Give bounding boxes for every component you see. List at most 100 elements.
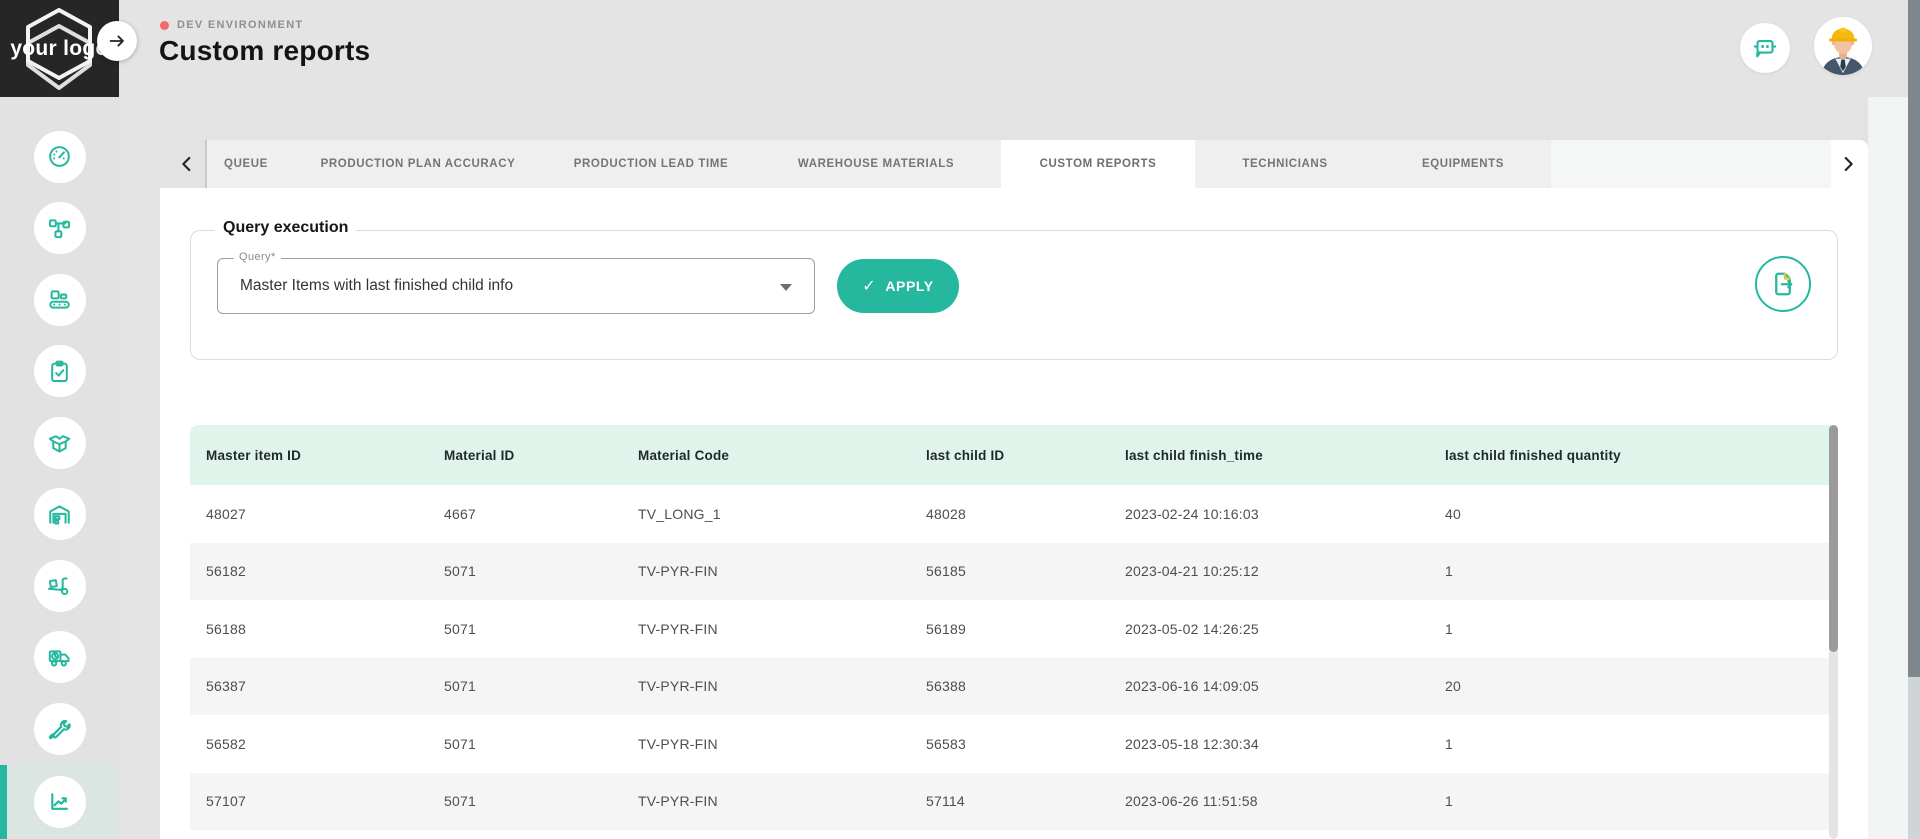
- table-header-row: Master item ID Material ID Material Code la…: [190, 425, 1838, 485]
- chevron-left-icon: [176, 153, 198, 175]
- table-row: 56582 5071 TV-PYR-FIN 56583 2023-05-18 12:30…: [190, 715, 1838, 773]
- chat-bot-icon: [1750, 33, 1780, 63]
- delivery-truck-icon: [46, 644, 73, 671]
- table-cell: 57107: [206, 793, 246, 810]
- column-header: Material Code: [638, 447, 730, 463]
- table-cell: 5071: [444, 678, 476, 695]
- table-cell: 2023-05-18 12:30:34: [1125, 735, 1259, 752]
- tab-custom-reports[interactable]: CUSTOM REPORTS: [1001, 140, 1195, 188]
- arrow-right-icon: [106, 30, 128, 52]
- analytics-icon: [46, 788, 73, 815]
- page-title: Custom reports: [159, 35, 371, 66]
- table-cell: TV-PYR-FIN: [638, 735, 718, 752]
- sidebar-item-open-box[interactable]: [0, 407, 119, 479]
- sidebar-item-warehouse[interactable]: [0, 479, 119, 551]
- environment-row: DEV ENVIRONMENT: [160, 19, 303, 31]
- table-cell: TV-PYR-FIN: [638, 563, 718, 580]
- table-cell: 56583: [926, 735, 966, 752]
- conveyor-icon: [46, 286, 73, 313]
- query-execution-section: Query execution Query* Master Items with…: [190, 219, 1838, 360]
- tab-label: EQUIPMENTS: [1421, 158, 1505, 170]
- sidebar-item-analytics[interactable]: [0, 764, 119, 839]
- tab-technicians[interactable]: TECHNICIANS: [1195, 140, 1375, 188]
- sidebar-item-conveyor[interactable]: [0, 264, 119, 336]
- column-header: Material ID: [444, 447, 515, 463]
- export-file-icon: [1768, 269, 1798, 299]
- main-panel: QUEUE PRODUCTION PLAN ACCURACY PRODUCTION …: [160, 140, 1868, 839]
- page-scrollbar-thumb[interactable]: [1908, 0, 1920, 677]
- tab-production-plan-accuracy[interactable]: PRODUCTION PLAN ACCURACY: [285, 140, 551, 188]
- table-cell: 56388: [926, 678, 966, 695]
- tab-equipments[interactable]: EQUIPMENTS: [1375, 140, 1551, 188]
- tabs-scroll-right-button[interactable]: [1836, 152, 1860, 176]
- workflow-icon: [46, 215, 73, 242]
- sidebar-item-clipboard-check[interactable]: [0, 336, 119, 408]
- export-button[interactable]: [1755, 256, 1811, 312]
- tab-label: CUSTOM REPORTS: [1039, 158, 1157, 170]
- table-cell: 4667: [444, 505, 476, 522]
- table-cell: 5071: [444, 620, 476, 637]
- tools-icon: [46, 715, 73, 742]
- sidebar-item-gauge[interactable]: [0, 121, 119, 193]
- tab-production-lead-time[interactable]: PRODUCTION LEAD TIME: [551, 140, 751, 188]
- open-box-icon: [46, 429, 73, 456]
- env-label: DEV ENVIRONMENT: [177, 19, 304, 31]
- sidebar-item-pallet-truck[interactable]: [0, 550, 119, 622]
- sidebar: [0, 97, 119, 839]
- env-status-dot: [160, 20, 169, 30]
- table-cell: 57114: [926, 793, 965, 810]
- tab-bar: QUEUE PRODUCTION PLAN ACCURACY PRODUCTION …: [205, 140, 1551, 188]
- worker-avatar-icon: [1814, 17, 1872, 75]
- sidebar-item-circle: [33, 345, 86, 398]
- table-cell: 48028: [926, 505, 966, 522]
- check-icon: ✓: [862, 278, 877, 295]
- page-scrollbar[interactable]: [1908, 0, 1920, 839]
- table-cell: TV-PYR-FIN: [638, 793, 718, 810]
- table-cell: TV-PYR-FIN: [638, 678, 718, 695]
- column-header: last child ID: [926, 447, 1005, 463]
- tab-warehouse-materials[interactable]: WAREHOUSE MATERIALS: [751, 140, 1001, 188]
- tab-label: WAREHOUSE MATERIALS: [797, 158, 955, 170]
- query-select[interactable]: Query* Master Items with last finished c…: [217, 251, 815, 314]
- table-scrollbar-thumb[interactable]: [1829, 425, 1838, 652]
- table-cell: 5071: [444, 793, 476, 810]
- table-cell: 56387: [206, 678, 246, 695]
- table-row: 57107 5071 TV-PYR-FIN 57114 2023-06-26 11:51…: [190, 772, 1838, 830]
- user-avatar-button[interactable]: [1814, 17, 1872, 75]
- sidebar-item-circle: [33, 202, 86, 255]
- tab-label: PRODUCTION PLAN ACCURACY: [320, 158, 516, 170]
- sidebar-item-circle: [33, 273, 86, 326]
- sidebar-expand-button[interactable]: [97, 21, 137, 61]
- results-table: Master item ID Material ID Material Code la…: [190, 425, 1838, 839]
- query-select-value: Master Items with last finished child in…: [240, 277, 514, 294]
- tabs-scroll-left-button[interactable]: [175, 152, 199, 176]
- table-cell: 56185: [926, 563, 966, 580]
- table-row: 56387 5071 TV-PYR-FIN 56388 2023-06-16 14:09…: [190, 657, 1838, 715]
- pallet-truck-icon: [46, 572, 73, 599]
- sidebar-item-circle: [33, 130, 86, 183]
- table-scrollbar[interactable]: [1829, 425, 1838, 839]
- sidebar-item-circle: [33, 775, 86, 828]
- tabbar-tail: [1551, 140, 1831, 188]
- sidebar-item-tools[interactable]: [0, 693, 119, 765]
- table-body: 48027 4667 TV_LONG_1 48028 2023-02-24 10:16:…: [190, 485, 1838, 830]
- apply-button[interactable]: ✓ APPLY: [837, 259, 959, 313]
- chevron-right-icon: [1837, 153, 1859, 175]
- table-cell: 56189: [926, 620, 966, 637]
- table-cell: 56182: [206, 563, 246, 580]
- column-header: last child finished quantity: [1445, 447, 1621, 463]
- table-cell: 20: [1445, 678, 1461, 695]
- table-cell: 56188: [206, 620, 246, 637]
- chevron-down-icon: [780, 284, 792, 291]
- chatbot-button[interactable]: [1740, 23, 1790, 73]
- query-select-label: Query*: [234, 251, 281, 263]
- table-cell: TV_LONG_1: [638, 505, 721, 522]
- right-gutter: [1868, 97, 1908, 839]
- sidebar-item-circle: [33, 416, 86, 469]
- tab-queue[interactable]: QUEUE: [205, 140, 285, 188]
- tab-label: QUEUE: [224, 158, 268, 170]
- gauge-icon: [46, 143, 73, 170]
- sidebar-item-delivery-truck[interactable]: [0, 622, 119, 694]
- sidebar-item-workflow[interactable]: [0, 193, 119, 265]
- table-cell: 5071: [444, 563, 476, 580]
